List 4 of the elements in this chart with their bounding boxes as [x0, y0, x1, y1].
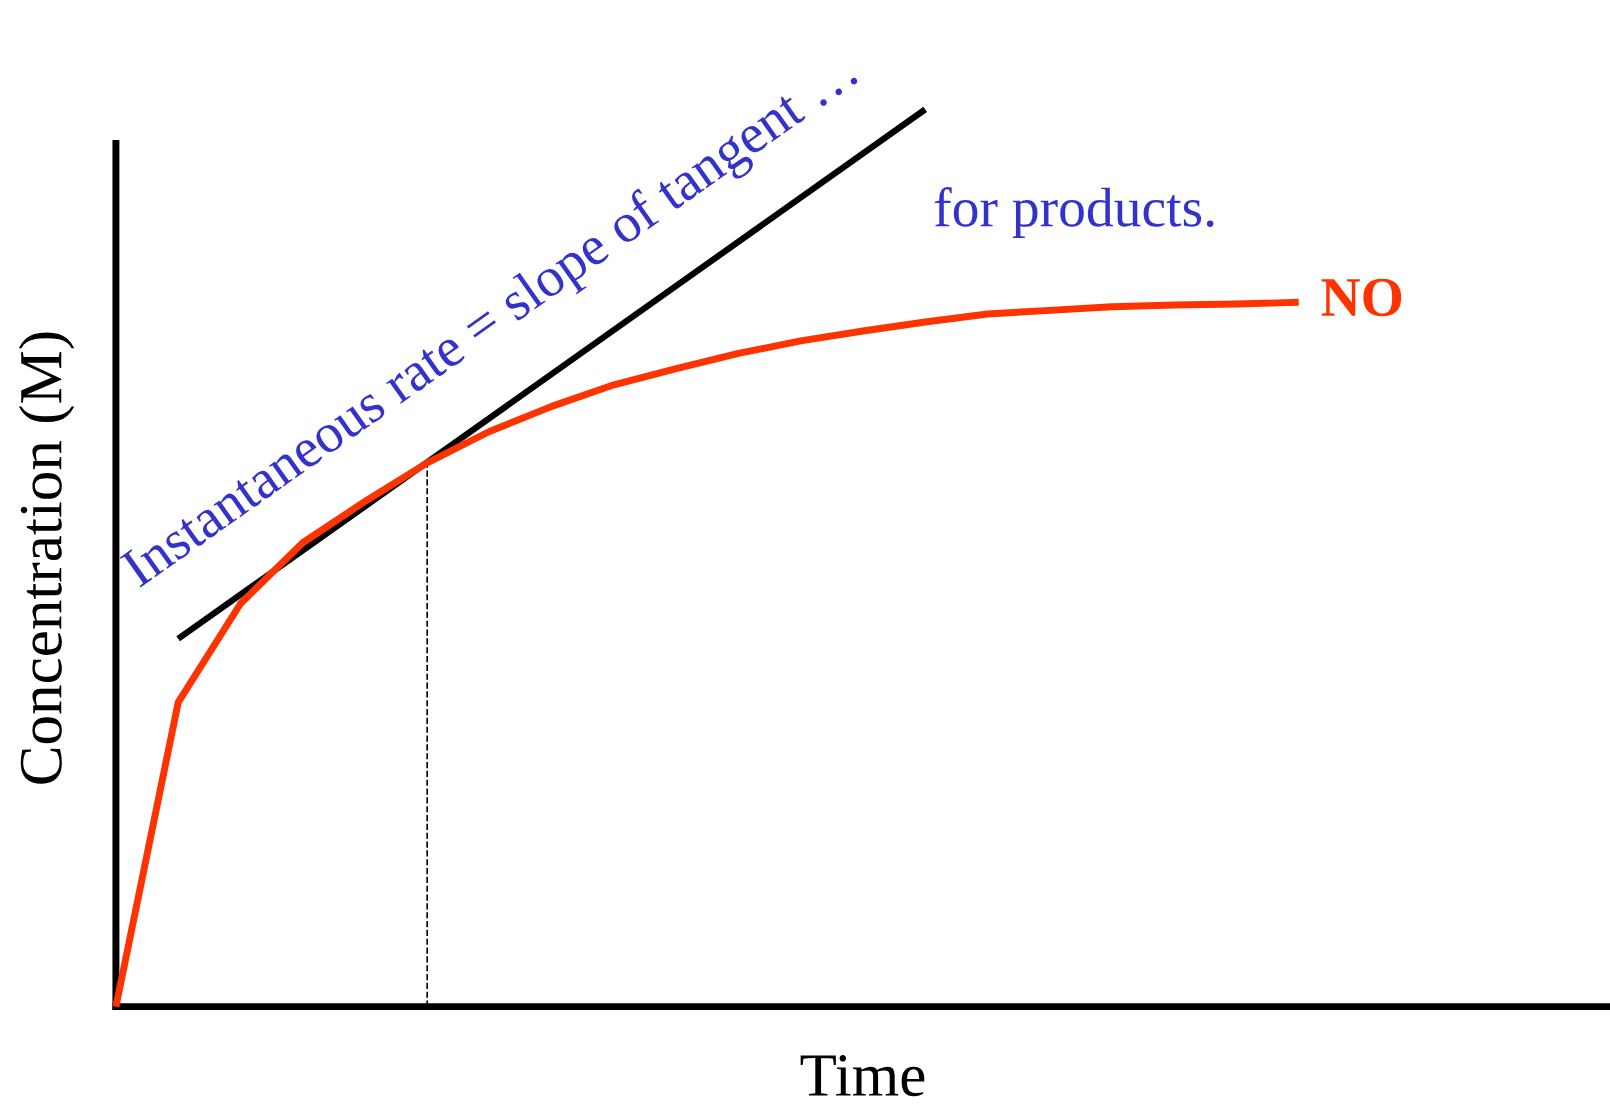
x-axis-title: Time [800, 1055, 925, 1097]
y-axis-title: Concentration (M) [18, 332, 75, 784]
series-label: NO [1321, 278, 1402, 317]
annotation: for products. [934, 187, 1214, 239]
